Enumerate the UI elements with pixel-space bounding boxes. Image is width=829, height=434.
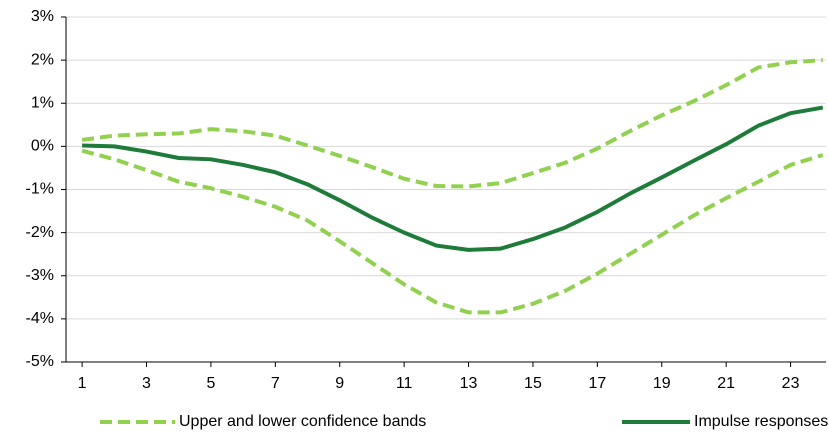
series-line — [81, 148, 824, 315]
y-tick-label: -4% — [26, 310, 54, 327]
y-tick-label: -1% — [26, 181, 54, 198]
y-tick-label: 2% — [31, 51, 54, 68]
x-tick-label: 7 — [271, 375, 280, 392]
x-tick-label: 15 — [524, 375, 542, 392]
y-tick-label: 0% — [31, 138, 54, 155]
x-tick-label: 21 — [717, 375, 735, 392]
y-tick-label: 1% — [31, 94, 54, 111]
series-line — [82, 105, 824, 252]
x-tick-label: 5 — [206, 375, 215, 392]
x-tick-label: 3 — [142, 375, 151, 392]
y-tick-label: 3% — [31, 8, 54, 25]
y-tick-label: -5% — [26, 353, 54, 370]
series-line — [81, 58, 823, 189]
y-tick-label: -2% — [26, 224, 54, 241]
x-tick-label: 9 — [335, 375, 344, 392]
x-tick-label: 17 — [588, 375, 606, 392]
y-tick-label: -3% — [26, 267, 54, 284]
x-tick-label: 11 — [396, 375, 413, 392]
legend-label: Upper and lower confidence bands — [179, 413, 426, 430]
x-tick-label: 1 — [78, 375, 87, 392]
legend-label: Impulse responses — [694, 413, 828, 430]
x-tick-label: 23 — [782, 375, 800, 392]
x-tick-label: 19 — [653, 375, 671, 392]
x-tick-label: 13 — [460, 375, 478, 392]
